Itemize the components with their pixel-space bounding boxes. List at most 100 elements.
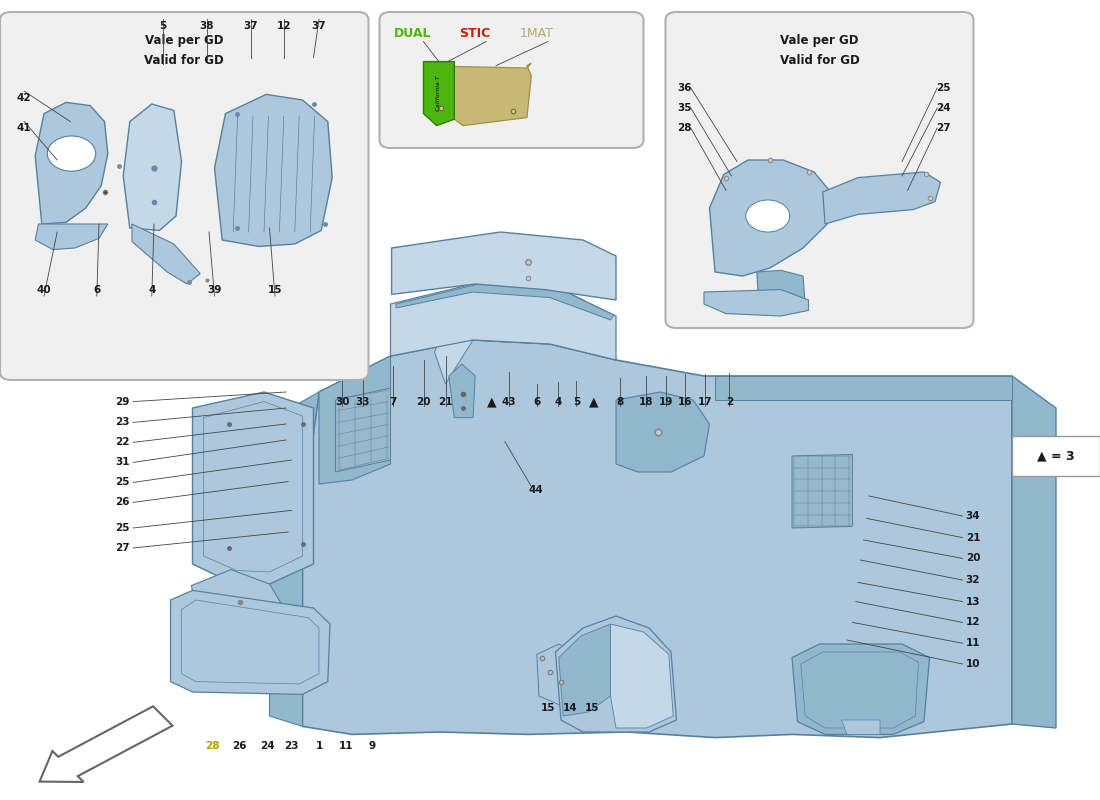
Text: ▲: ▲ bbox=[590, 395, 598, 408]
Polygon shape bbox=[559, 624, 610, 716]
Text: 16: 16 bbox=[678, 397, 693, 406]
Text: 5: 5 bbox=[573, 397, 580, 406]
Text: 39: 39 bbox=[207, 285, 222, 294]
Text: 1: 1 bbox=[316, 741, 322, 750]
Bar bbox=[1012, 436, 1100, 476]
Text: 44: 44 bbox=[528, 485, 543, 494]
Text: 37: 37 bbox=[243, 21, 258, 30]
Polygon shape bbox=[170, 590, 330, 694]
Text: 18: 18 bbox=[638, 397, 653, 406]
Text: 15: 15 bbox=[540, 703, 556, 713]
Text: 25: 25 bbox=[116, 523, 130, 533]
Polygon shape bbox=[270, 504, 302, 726]
Text: 43: 43 bbox=[502, 397, 517, 406]
Polygon shape bbox=[270, 392, 319, 516]
Text: 29: 29 bbox=[116, 397, 130, 406]
Text: 26: 26 bbox=[116, 498, 130, 507]
Text: 21: 21 bbox=[438, 397, 453, 406]
Polygon shape bbox=[192, 392, 314, 584]
Polygon shape bbox=[710, 160, 830, 276]
Text: 22: 22 bbox=[116, 438, 130, 447]
Text: 11: 11 bbox=[966, 638, 980, 648]
Text: 20: 20 bbox=[416, 397, 431, 406]
Text: 25: 25 bbox=[116, 478, 130, 487]
Polygon shape bbox=[132, 224, 200, 284]
Polygon shape bbox=[434, 296, 478, 384]
Text: 6: 6 bbox=[534, 397, 540, 406]
Polygon shape bbox=[452, 63, 531, 126]
Text: 11: 11 bbox=[339, 741, 354, 750]
Text: 12: 12 bbox=[966, 618, 980, 627]
FancyBboxPatch shape bbox=[0, 12, 368, 380]
Polygon shape bbox=[396, 284, 614, 320]
Text: 1MAT: 1MAT bbox=[520, 27, 553, 40]
Polygon shape bbox=[616, 392, 710, 472]
Text: 30: 30 bbox=[334, 397, 350, 406]
Polygon shape bbox=[191, 570, 284, 626]
Circle shape bbox=[746, 200, 790, 232]
Text: 15: 15 bbox=[584, 703, 600, 713]
Polygon shape bbox=[35, 102, 108, 224]
Text: 21: 21 bbox=[966, 533, 980, 542]
Text: Vale per GD: Vale per GD bbox=[145, 34, 223, 47]
Text: 28: 28 bbox=[676, 123, 692, 133]
Text: 24: 24 bbox=[260, 741, 275, 750]
Text: 40: 40 bbox=[36, 285, 52, 294]
Text: 5: 5 bbox=[160, 21, 166, 30]
Polygon shape bbox=[449, 364, 475, 418]
FancyArrow shape bbox=[40, 706, 173, 782]
Polygon shape bbox=[704, 290, 808, 316]
Polygon shape bbox=[302, 340, 1012, 738]
Text: 19: 19 bbox=[658, 397, 673, 406]
Polygon shape bbox=[715, 376, 1012, 400]
Text: 41: 41 bbox=[16, 123, 32, 133]
Polygon shape bbox=[610, 624, 673, 728]
Text: 12: 12 bbox=[276, 21, 292, 30]
Text: California T: California T bbox=[437, 76, 441, 111]
Text: 15: 15 bbox=[267, 285, 283, 294]
Polygon shape bbox=[123, 104, 182, 230]
Text: 31: 31 bbox=[116, 458, 130, 467]
Polygon shape bbox=[390, 284, 616, 360]
Text: sparepartsforu
     since 1985: sparepartsforu since 1985 bbox=[539, 442, 781, 550]
Text: 23: 23 bbox=[116, 418, 130, 427]
Text: 17: 17 bbox=[697, 397, 713, 406]
Text: ▲ = 3: ▲ = 3 bbox=[1037, 450, 1075, 462]
Text: 32: 32 bbox=[966, 575, 980, 585]
Polygon shape bbox=[1012, 376, 1056, 728]
Text: 24: 24 bbox=[936, 103, 952, 113]
Text: 4: 4 bbox=[554, 397, 561, 406]
Text: Valid for GD: Valid for GD bbox=[144, 54, 224, 66]
Polygon shape bbox=[35, 224, 108, 250]
Text: 38: 38 bbox=[199, 21, 214, 30]
Polygon shape bbox=[792, 454, 852, 528]
Text: DUAL: DUAL bbox=[394, 27, 431, 40]
Text: 2: 2 bbox=[726, 397, 733, 406]
Polygon shape bbox=[214, 94, 332, 246]
Text: 20: 20 bbox=[966, 554, 980, 563]
Text: 26: 26 bbox=[232, 741, 248, 750]
Text: 36: 36 bbox=[676, 83, 692, 93]
Polygon shape bbox=[473, 280, 616, 360]
FancyBboxPatch shape bbox=[666, 12, 974, 328]
Polygon shape bbox=[392, 232, 616, 300]
Text: 10: 10 bbox=[966, 659, 980, 669]
Text: 27: 27 bbox=[936, 123, 952, 133]
Polygon shape bbox=[556, 616, 676, 732]
Polygon shape bbox=[336, 388, 390, 472]
Polygon shape bbox=[842, 720, 880, 734]
Text: 7: 7 bbox=[389, 397, 396, 406]
Text: 34: 34 bbox=[966, 511, 980, 521]
Text: 13: 13 bbox=[966, 597, 980, 606]
Text: 28: 28 bbox=[205, 741, 220, 750]
Text: 35: 35 bbox=[676, 103, 692, 113]
Polygon shape bbox=[757, 270, 805, 314]
Circle shape bbox=[47, 136, 96, 171]
Text: Vale per GD: Vale per GD bbox=[780, 34, 859, 47]
Text: 37: 37 bbox=[311, 21, 327, 30]
Text: 23: 23 bbox=[284, 741, 299, 750]
Text: 6: 6 bbox=[94, 285, 100, 294]
Text: Valid for GD: Valid for GD bbox=[780, 54, 859, 66]
FancyBboxPatch shape bbox=[379, 12, 644, 148]
Text: 42: 42 bbox=[16, 93, 32, 102]
